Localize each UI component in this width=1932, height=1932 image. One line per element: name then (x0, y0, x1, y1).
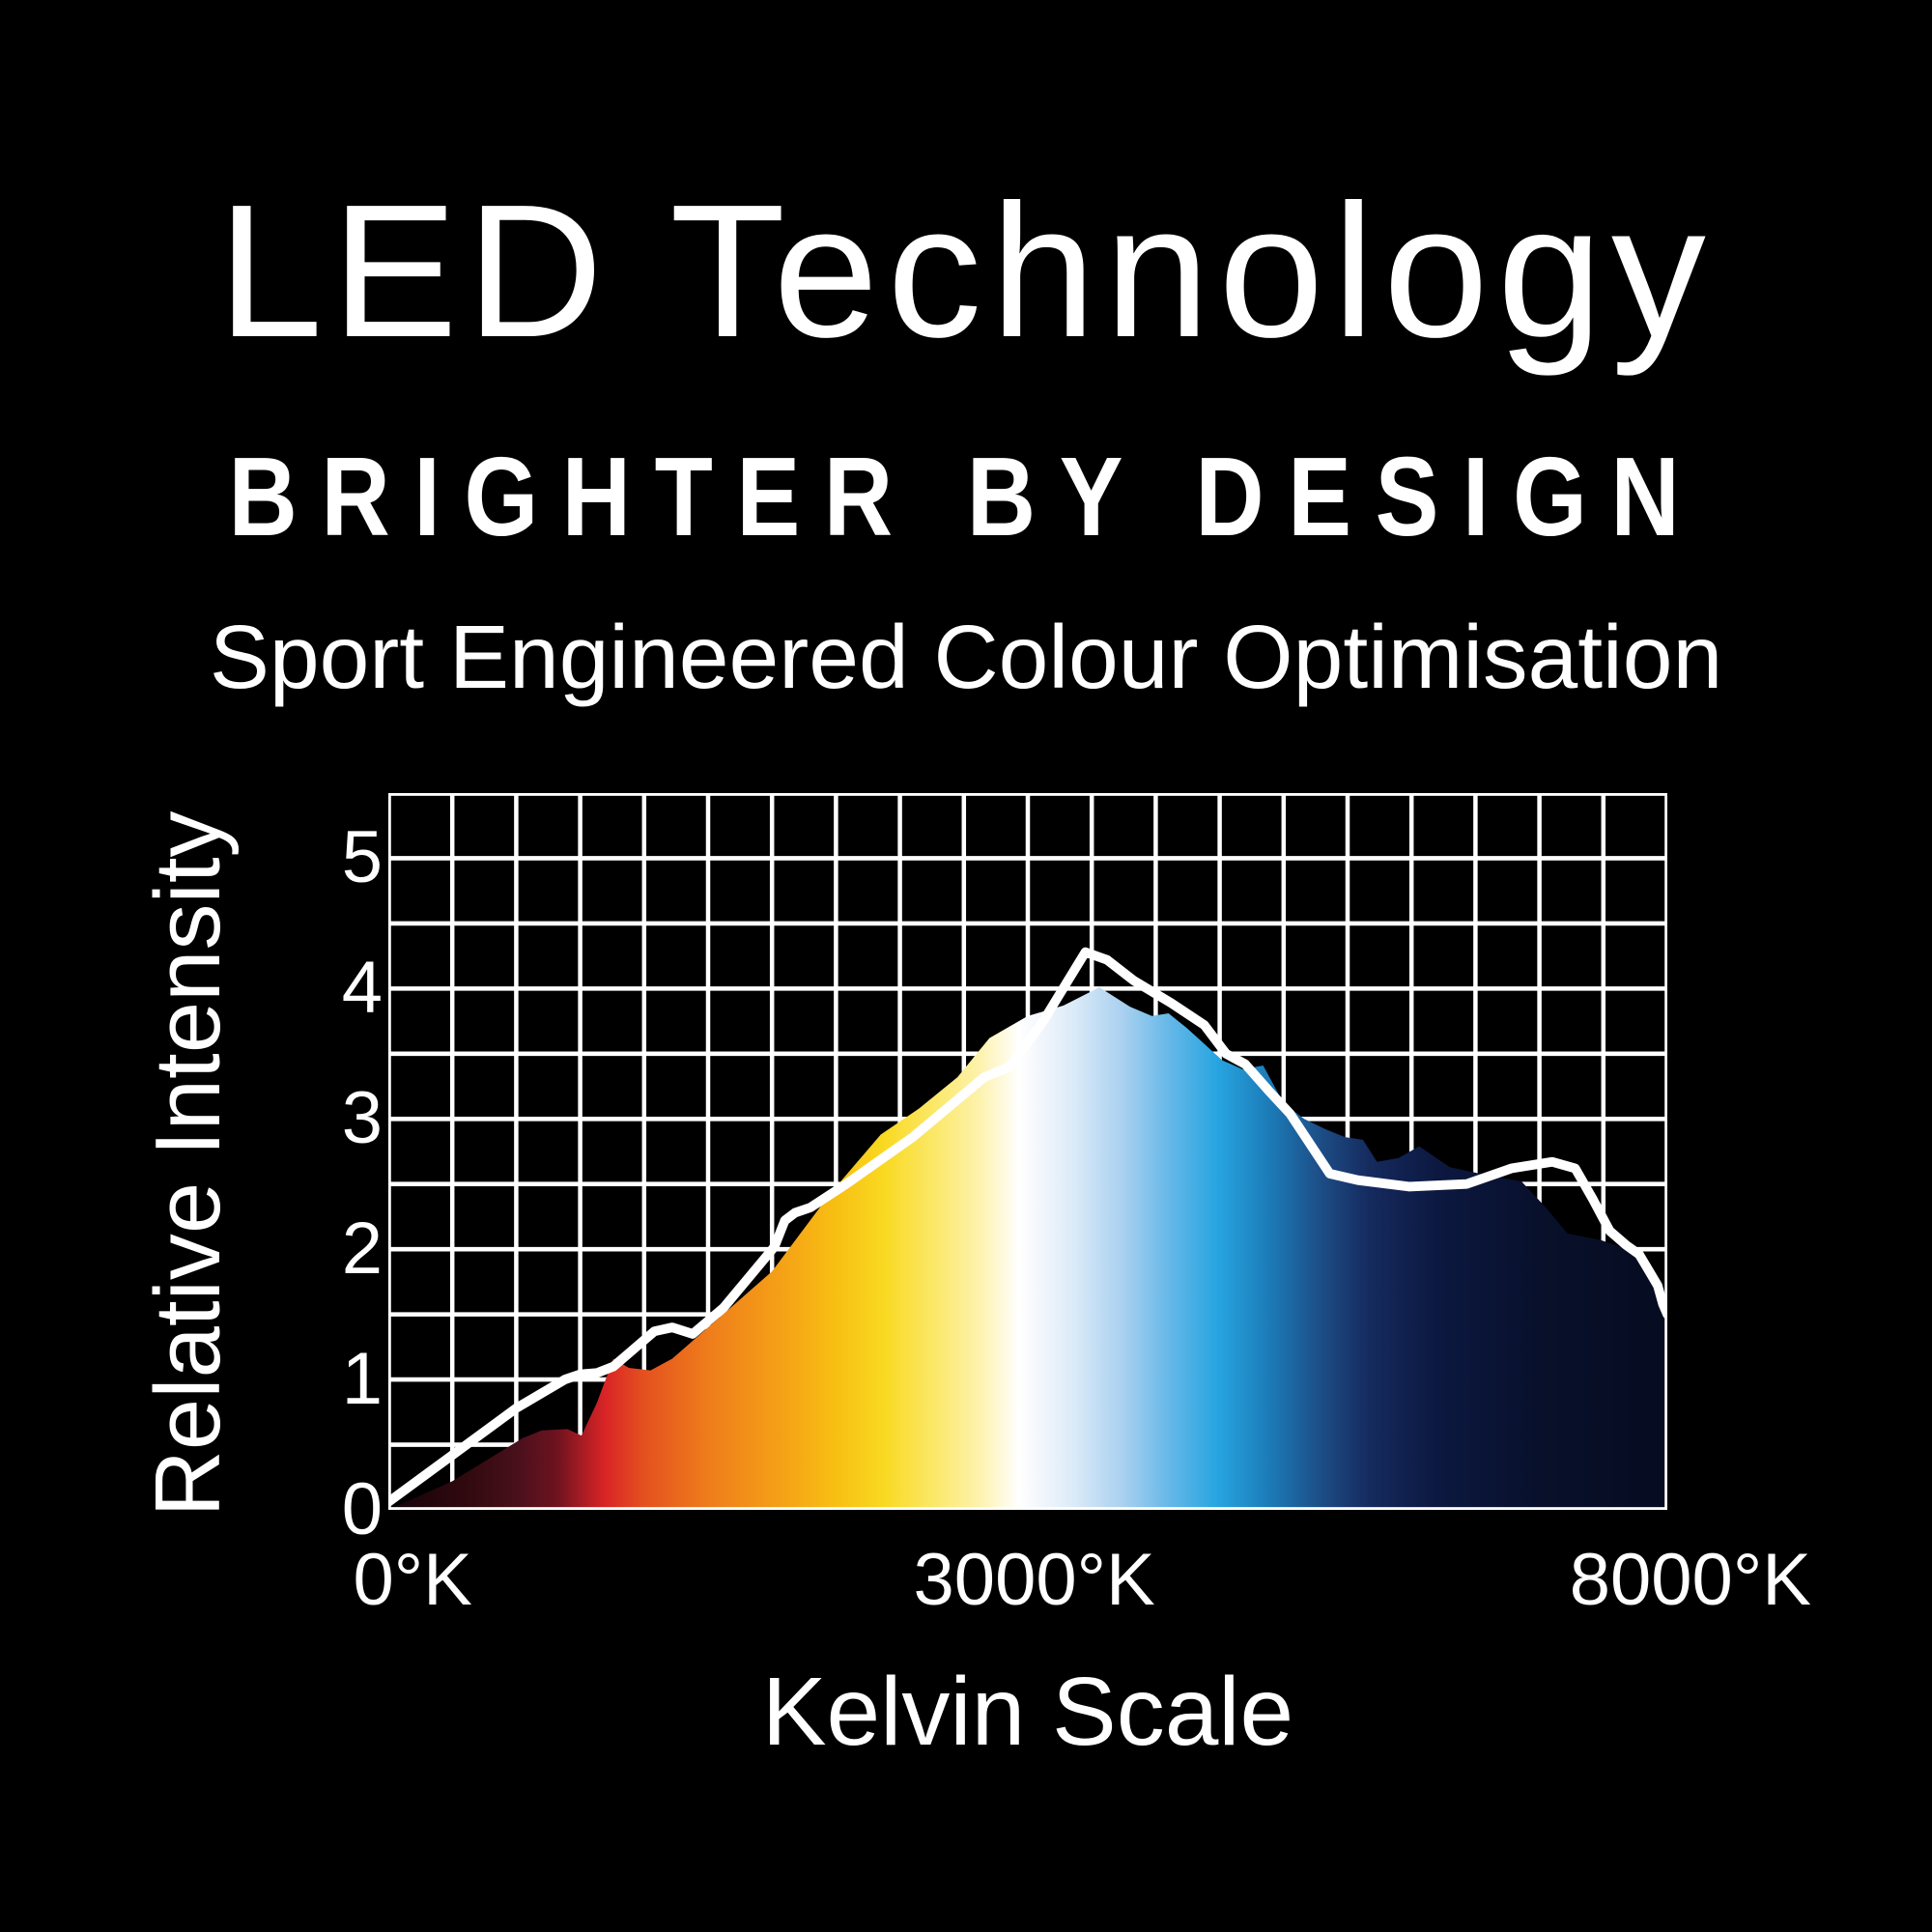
spectrum-chart (388, 793, 1667, 1510)
y-tick-5: 5 (341, 816, 383, 899)
x-tick-8000K: 8000°K (1569, 1539, 1811, 1621)
y-tick-1: 1 (341, 1338, 383, 1421)
x-tick-3000K: 3000°K (913, 1539, 1155, 1621)
y-tick-3: 3 (341, 1077, 383, 1160)
subtitle: BRIGHTER BY DESIGN (228, 434, 1704, 559)
led-spectrum-area (388, 987, 1667, 1510)
y-tick-4: 4 (341, 947, 383, 1030)
y-tick-2: 2 (341, 1208, 383, 1291)
page-title: LED Technology (217, 165, 1715, 377)
x-axis-label: Kelvin Scale (761, 1658, 1294, 1766)
tagline: Sport Engineered Colour Optimisation (209, 607, 1723, 707)
y-axis-label: Relative Intensity (136, 810, 240, 1518)
x-tick-0K: 0°K (353, 1539, 472, 1621)
reference-curve (388, 947, 1667, 1507)
y-tick-0: 0 (341, 1468, 383, 1550)
